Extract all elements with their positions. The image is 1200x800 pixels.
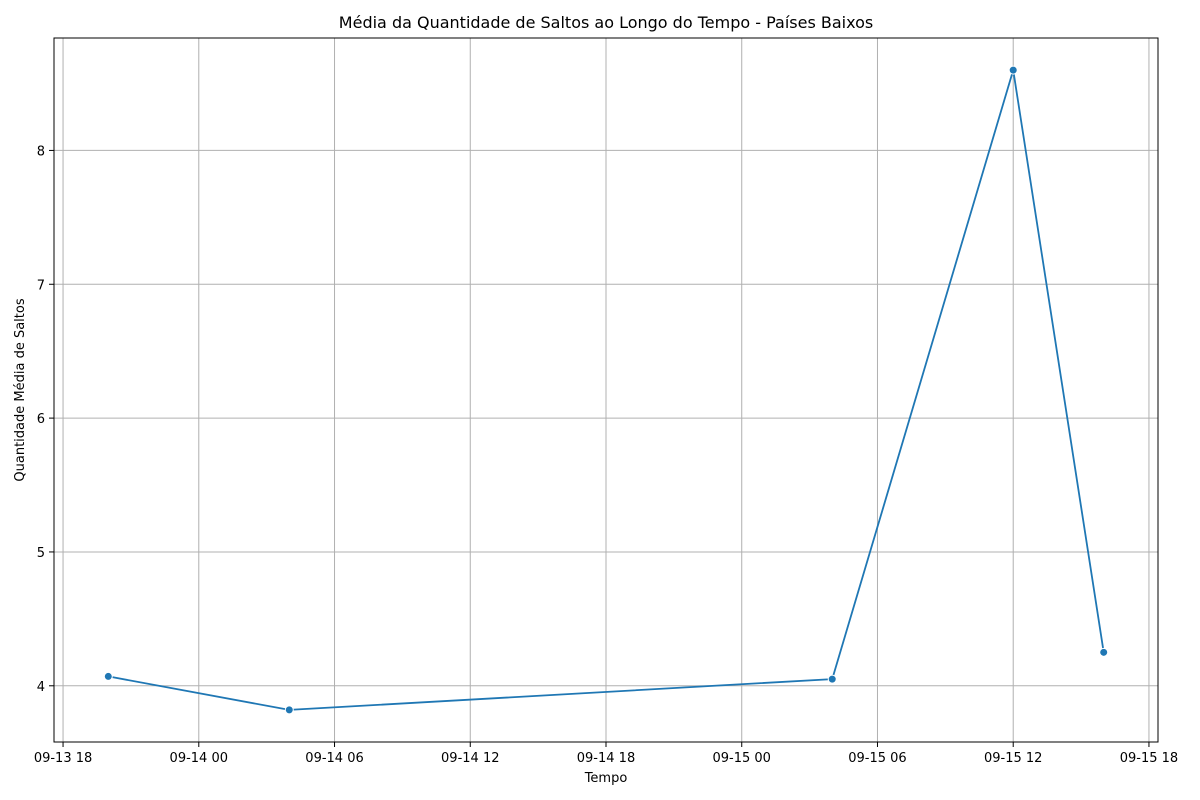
- grid: [54, 38, 1158, 742]
- y-tick-label: 7: [37, 278, 45, 293]
- data-point: [827, 674, 837, 684]
- x-tick-label: 09-14 18: [577, 751, 635, 766]
- y-tick-label: 6: [37, 412, 45, 427]
- x-tick-label: 09-15 18: [1120, 751, 1178, 766]
- y-tick-label: 8: [37, 144, 45, 159]
- x-tick-label: 09-14 00: [170, 751, 228, 766]
- series-layer: [103, 65, 1109, 715]
- x-tick-label: 09-15 00: [713, 751, 771, 766]
- x-tick-label: 09-15 06: [848, 751, 906, 766]
- data-point: [103, 671, 113, 681]
- data-point: [1099, 647, 1109, 657]
- x-tick-label: 09-13 18: [34, 751, 92, 766]
- y-tick-label: 4: [37, 680, 45, 695]
- x-tick-label: 09-15 12: [984, 751, 1042, 766]
- x-tick-label: 09-14 06: [305, 751, 363, 766]
- x-axis-label: Tempo: [584, 771, 628, 786]
- y-tick-label: 5: [37, 546, 45, 561]
- axis-ticks: 09-13 18 09-14 00 09-14 06 09-14 12 09-14 18…: [34, 144, 1178, 766]
- data-point: [1008, 65, 1018, 75]
- x-tick-label: 09-14 12: [441, 751, 499, 766]
- data-point: [284, 705, 294, 715]
- chart-title: Média da Quantidade de Saltos ao Longo d…: [339, 13, 873, 32]
- y-axis-label: Quantidade Média de Saltos: [13, 298, 28, 481]
